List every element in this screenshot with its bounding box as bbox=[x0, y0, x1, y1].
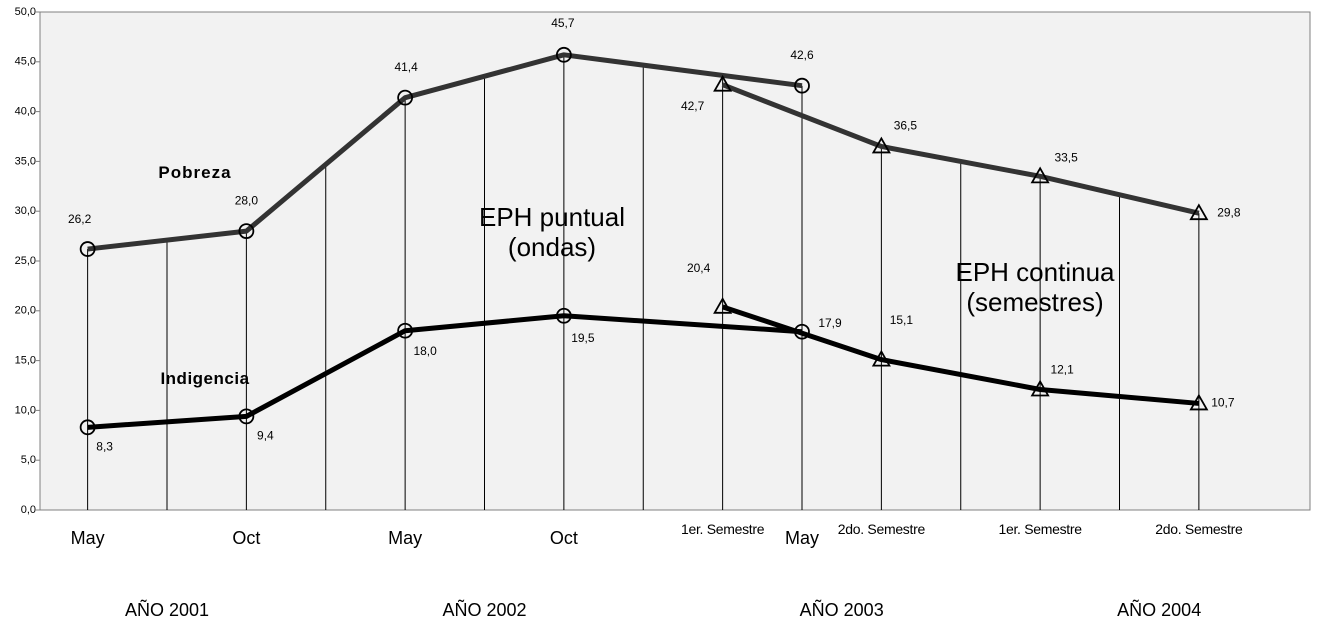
value-label: 28,0 bbox=[235, 193, 259, 207]
value-label: 41,4 bbox=[394, 60, 418, 74]
y-tick-label: 25,0 bbox=[15, 255, 36, 267]
annotation: Pobreza bbox=[158, 163, 232, 182]
value-label: 33,5 bbox=[1054, 151, 1078, 165]
value-label: 8,3 bbox=[96, 440, 113, 454]
marker bbox=[555, 307, 572, 324]
year-label: AÑO 2002 bbox=[442, 600, 527, 620]
y-tick-label: 35,0 bbox=[15, 155, 36, 167]
value-label: 29,8 bbox=[1217, 205, 1241, 219]
value-label: 36,5 bbox=[894, 119, 918, 133]
x-tick-label: 1er. Semestre bbox=[680, 521, 765, 537]
year-label: AÑO 2004 bbox=[1117, 600, 1202, 620]
y-tick-label: 40,0 bbox=[15, 106, 36, 118]
series-line bbox=[87, 313, 803, 430]
plot-area bbox=[39, 11, 1311, 511]
value-label: 26,2 bbox=[68, 212, 92, 226]
value-label: 19,5 bbox=[571, 331, 595, 345]
value-label: 42,6 bbox=[790, 48, 814, 62]
series-line bbox=[87, 52, 803, 252]
marker bbox=[397, 322, 414, 339]
x-tick-label: 2do. Semestre bbox=[1155, 521, 1243, 537]
x-tick-label: May bbox=[784, 528, 819, 548]
x-tick-label: 2do. Semestre bbox=[837, 521, 925, 537]
marker bbox=[794, 323, 810, 340]
marker bbox=[1189, 393, 1209, 411]
marker bbox=[79, 241, 96, 257]
x-tick-label: May bbox=[70, 528, 105, 548]
y-tick-label: 20,0 bbox=[15, 305, 36, 317]
marker bbox=[871, 349, 891, 367]
marker bbox=[1030, 379, 1050, 397]
value-label: 18,0 bbox=[413, 344, 437, 358]
marker bbox=[238, 408, 255, 425]
y-tick-label: 5,0 bbox=[21, 454, 36, 466]
y-tick-label: 10,0 bbox=[15, 404, 36, 416]
y-tick-label: 45,0 bbox=[15, 56, 36, 68]
value-label: 42,7 bbox=[681, 99, 705, 113]
annotation: EPH puntual (ondas) bbox=[479, 202, 625, 262]
y-tick-label: 50,0 bbox=[15, 6, 36, 18]
year-label: AÑO 2003 bbox=[799, 600, 884, 620]
annotation: EPH continua (semestres) bbox=[955, 257, 1115, 317]
x-tick-label: Oct bbox=[549, 528, 578, 548]
marker bbox=[238, 223, 255, 240]
annotation: Indigencia bbox=[160, 369, 250, 388]
y-tick-label: 30,0 bbox=[15, 205, 36, 217]
marker bbox=[1030, 166, 1050, 184]
marker bbox=[1189, 203, 1209, 221]
marker bbox=[713, 297, 733, 314]
y-tick-label: 15,0 bbox=[15, 355, 36, 367]
value-label: 12,1 bbox=[1050, 363, 1074, 377]
marker bbox=[79, 419, 96, 436]
marker bbox=[871, 136, 891, 154]
value-label: 9,4 bbox=[257, 429, 274, 443]
value-label: 10,7 bbox=[1211, 396, 1235, 410]
value-label: 15,1 bbox=[890, 313, 914, 327]
marker bbox=[713, 74, 733, 92]
y-tick-label: 0,0 bbox=[21, 504, 36, 516]
year-label: AÑO 2001 bbox=[124, 600, 210, 620]
marker bbox=[397, 89, 414, 106]
x-tick-label: 1er. Semestre bbox=[998, 521, 1082, 537]
value-label: 20,4 bbox=[687, 261, 711, 275]
series-line bbox=[721, 304, 1200, 406]
marker bbox=[555, 46, 572, 63]
value-label: 17,9 bbox=[818, 316, 842, 330]
x-tick-label: Oct bbox=[232, 528, 261, 548]
value-label: 45,7 bbox=[551, 16, 575, 30]
series-line bbox=[721, 82, 1200, 216]
x-tick-label: May bbox=[388, 528, 423, 548]
marker bbox=[794, 77, 810, 94]
